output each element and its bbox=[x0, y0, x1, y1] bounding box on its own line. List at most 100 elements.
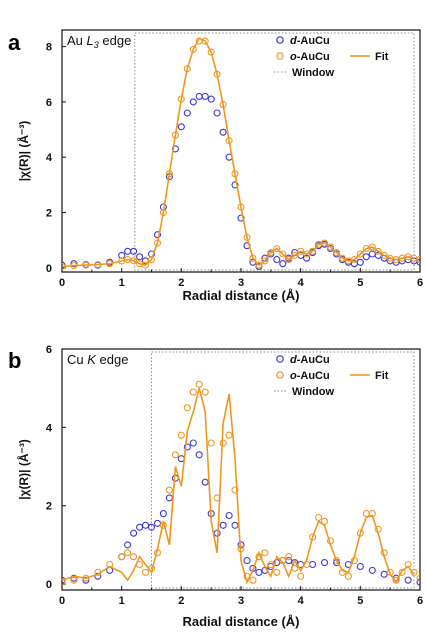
d-point bbox=[356, 562, 364, 571]
o-point bbox=[249, 576, 257, 584]
d-point bbox=[273, 256, 281, 264]
legend-window-label: Window bbox=[292, 67, 334, 79]
fourier-window bbox=[134, 32, 415, 271]
o-point bbox=[416, 256, 420, 264]
d-point bbox=[231, 181, 239, 189]
d-point bbox=[189, 439, 197, 447]
o-point bbox=[231, 486, 239, 494]
chart-panel-b: b 0 1 2 3 4 5 6 0 2 4 6 Radial distance (Å) |χ(R)| (Å… bbox=[8, 344, 423, 629]
x-tick-label: 3 bbox=[238, 595, 244, 607]
x-tick-label: 3 bbox=[238, 277, 244, 289]
o-point bbox=[261, 549, 269, 557]
fit-line bbox=[62, 37, 415, 268]
d-point bbox=[309, 560, 317, 569]
edge-label: Cu K edge bbox=[67, 352, 128, 367]
d-point bbox=[303, 254, 311, 262]
o-point bbox=[362, 510, 370, 518]
o-point bbox=[398, 568, 406, 576]
o-point bbox=[195, 380, 203, 388]
edge-label-subscript: 3 bbox=[94, 40, 99, 50]
o-point bbox=[62, 578, 66, 586]
d-point bbox=[183, 443, 191, 451]
o-point bbox=[267, 249, 275, 257]
x-axis-label: Radial distance (Å) bbox=[182, 288, 299, 303]
y-tick-label: 4 bbox=[46, 152, 53, 164]
o-point bbox=[291, 251, 299, 259]
d-point bbox=[207, 95, 215, 103]
legend-d-label: d-AuCu bbox=[290, 354, 330, 366]
o-point bbox=[255, 261, 263, 269]
plot-frame bbox=[61, 29, 421, 273]
y-tick-label: 6 bbox=[46, 344, 52, 356]
d-point bbox=[273, 559, 281, 567]
legend-window-label: Window bbox=[292, 386, 334, 398]
o-point bbox=[297, 247, 305, 255]
d-point bbox=[416, 258, 420, 266]
legend-d-marker bbox=[276, 355, 284, 363]
d-point bbox=[62, 576, 66, 584]
d-point bbox=[165, 494, 173, 502]
panel-letter: b bbox=[8, 348, 21, 373]
d-point bbox=[153, 519, 162, 527]
o-point bbox=[171, 451, 179, 459]
chart-panel-a: a 0 1 2 3 4 5 6 0 2 4 6 8 Radial distance (Å) |χ(R)| (… bbox=[8, 29, 423, 303]
o-point bbox=[219, 439, 227, 447]
legend: d-AuCu o-AuCu Fit Window bbox=[274, 354, 389, 398]
d-point bbox=[82, 576, 90, 584]
o-point bbox=[285, 553, 293, 561]
x-tick-label: 2 bbox=[178, 277, 184, 289]
y-tick-label: 6 bbox=[46, 97, 52, 109]
d-point bbox=[416, 578, 420, 586]
legend: d-AuCu o-AuCu Fit Window bbox=[274, 35, 389, 79]
d-point bbox=[219, 521, 227, 529]
o-point bbox=[338, 254, 346, 262]
x-tick-label: 0 bbox=[59, 595, 65, 607]
o-point bbox=[285, 256, 293, 264]
d-point bbox=[141, 521, 150, 529]
o-point bbox=[380, 251, 388, 259]
d-point bbox=[195, 451, 203, 459]
o-point bbox=[141, 568, 150, 576]
o-point bbox=[70, 576, 78, 584]
y-axis-label: |χ(R)| (Å⁻³) bbox=[16, 121, 31, 182]
d-point bbox=[380, 570, 388, 578]
d-point bbox=[368, 566, 376, 574]
d-point bbox=[70, 260, 78, 268]
legend-d-marker bbox=[276, 36, 284, 44]
o-point bbox=[147, 256, 156, 264]
fit-line bbox=[62, 388, 415, 585]
legend-d-label: d-AuCu bbox=[290, 35, 330, 47]
legend-o-marker bbox=[276, 52, 284, 60]
d-point bbox=[201, 92, 209, 100]
data-layer bbox=[62, 380, 420, 586]
o-point bbox=[410, 568, 418, 576]
d-point bbox=[183, 109, 191, 117]
d-point bbox=[201, 478, 209, 486]
d-point bbox=[177, 123, 185, 131]
x-tick-label: 6 bbox=[417, 277, 423, 289]
legend-fit-label: Fit bbox=[375, 370, 389, 382]
o-point bbox=[332, 249, 341, 257]
d-point bbox=[368, 250, 376, 258]
o-point bbox=[207, 439, 215, 447]
legend-fit-label: Fit bbox=[375, 51, 389, 63]
d-point bbox=[136, 253, 144, 261]
legend-o-label: o-AuCu bbox=[290, 51, 330, 63]
d-point bbox=[136, 523, 144, 531]
d-point bbox=[219, 128, 227, 136]
edge-label-element: Cu bbox=[67, 352, 87, 367]
o-point bbox=[189, 388, 197, 396]
o-point bbox=[326, 243, 335, 251]
y-tick-label: 0 bbox=[46, 579, 52, 591]
panel-letter: a bbox=[8, 30, 21, 55]
d-point bbox=[243, 557, 251, 565]
o-point bbox=[297, 572, 305, 580]
o-point bbox=[124, 549, 132, 557]
o-point bbox=[315, 513, 323, 522]
legend-o-marker bbox=[276, 371, 284, 379]
d-point bbox=[153, 231, 162, 239]
o-point bbox=[374, 247, 382, 255]
d-point bbox=[255, 568, 263, 576]
o-point bbox=[106, 560, 114, 569]
x-tick-label: 4 bbox=[298, 595, 305, 607]
